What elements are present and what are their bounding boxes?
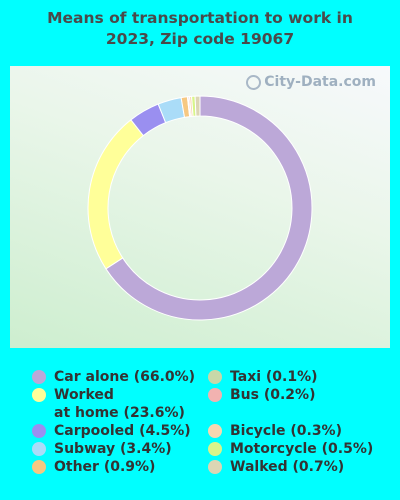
legend-item: Subway (3.4%) bbox=[32, 440, 172, 458]
legend-item: Walked (0.7%) bbox=[208, 458, 344, 476]
legend-swatch bbox=[32, 370, 46, 384]
legend-item: Bicycle (0.3%) bbox=[208, 422, 342, 440]
legend: Car alone (66.0%) Worked at home (23.6%) C… bbox=[0, 366, 400, 486]
legend-swatch bbox=[32, 460, 46, 474]
legend-label: Subway (3.4%) bbox=[54, 441, 172, 457]
legend-swatch bbox=[208, 460, 222, 474]
watermark-text: City-Data.com bbox=[264, 74, 376, 90]
legend-item: Motorcycle (0.5%) bbox=[208, 440, 373, 458]
legend-label: Worked at home (23.6%) bbox=[54, 387, 185, 421]
legend-label: Taxi (0.1%) bbox=[230, 369, 318, 385]
legend-swatch bbox=[208, 388, 222, 402]
legend-swatch bbox=[32, 424, 46, 438]
legend-item: Carpooled (4.5%) bbox=[32, 422, 191, 440]
donut-slice-1[interactable] bbox=[87, 119, 144, 270]
legend-label: Bicycle (0.3%) bbox=[230, 423, 342, 439]
legend-item: Other (0.9%) bbox=[32, 458, 155, 476]
legend-label: Motorcycle (0.5%) bbox=[230, 441, 374, 457]
city-data-logo-icon bbox=[246, 74, 262, 90]
watermark: City-Data.com bbox=[246, 74, 376, 90]
donut-chart bbox=[87, 95, 313, 321]
legend-item: Taxi (0.1%) bbox=[208, 368, 318, 386]
donut-slice-9[interactable] bbox=[194, 95, 201, 117]
legend-swatch bbox=[32, 388, 46, 402]
legend-label: Walked (0.7%) bbox=[230, 459, 345, 475]
legend-swatch bbox=[208, 442, 222, 456]
legend-label: Other (0.9%) bbox=[54, 459, 156, 475]
legend-label: Bus (0.2%) bbox=[230, 387, 316, 403]
legend-swatch bbox=[208, 424, 222, 438]
legend-label: Carpooled (4.5%) bbox=[54, 423, 191, 439]
legend-item: Bus (0.2%) bbox=[208, 386, 315, 404]
chart-title: Means of transportation to work in 2023,… bbox=[47, 9, 353, 48]
legend-swatch bbox=[32, 442, 46, 456]
donut-slice-0[interactable] bbox=[105, 95, 313, 321]
legend-label: Car alone (66.0%) bbox=[54, 369, 196, 385]
legend-item: Worked at home (23.6%) bbox=[32, 386, 185, 422]
legend-swatch bbox=[208, 370, 222, 384]
legend-item: Car alone (66.0%) bbox=[32, 368, 195, 386]
